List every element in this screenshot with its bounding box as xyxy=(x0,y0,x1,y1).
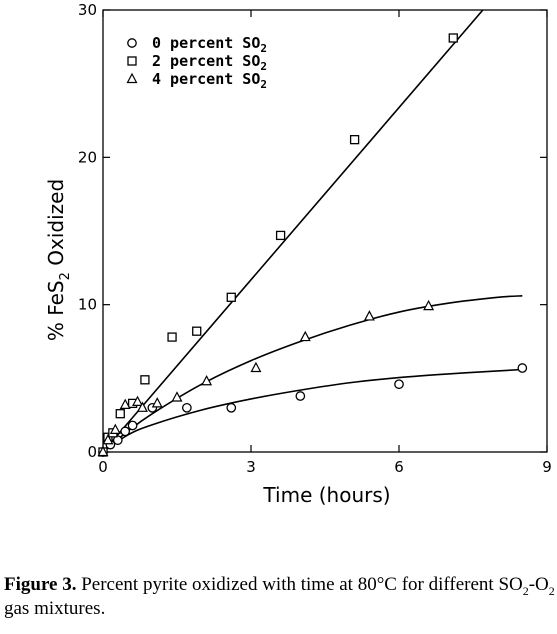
data-point-triangle xyxy=(299,330,311,342)
fit-line-square xyxy=(103,10,484,452)
y-axis: 0 10 20 30 xyxy=(78,1,547,461)
y-axis-title-rest: Oxidized xyxy=(44,179,68,272)
caption-text-1: Percent pyrite oxidized with time at 80°… xyxy=(76,574,523,595)
data-point-triangle xyxy=(363,310,375,321)
legend-marker-square xyxy=(127,56,137,66)
data-point-square xyxy=(275,230,286,241)
y-tick-label: 10 xyxy=(78,296,97,314)
caption-text-3: gas mixtures. xyxy=(4,598,106,619)
data-point-triangle xyxy=(132,395,144,407)
caption-label: Figure 3. xyxy=(4,574,77,595)
data-point-triangle xyxy=(250,361,262,373)
data-point-triangle xyxy=(151,397,163,408)
data-point-circle xyxy=(517,363,528,373)
fit-line-circle xyxy=(103,368,523,452)
data-markers xyxy=(97,33,528,457)
legend-label: 4 percent SO2 xyxy=(152,70,267,91)
data-point-circle xyxy=(182,402,192,413)
caption-sub-2: 2 xyxy=(548,583,555,598)
figure-caption: Figure 3. Percent pyrite oxidized with t… xyxy=(4,573,556,621)
data-point-circle xyxy=(226,402,237,413)
x-tick-label: 9 xyxy=(542,458,552,476)
x-axis-title: Time (hours) xyxy=(262,483,390,507)
data-point-circle xyxy=(127,420,138,431)
fit-lines xyxy=(103,10,523,452)
y-axis-title-sub: 2 xyxy=(58,272,73,280)
caption-sub-1: 2 xyxy=(522,583,529,598)
legend-label: 0 percent SO2 xyxy=(152,34,267,55)
data-point-triangle xyxy=(171,391,183,402)
y-axis-title-main: % FeS xyxy=(44,280,68,341)
data-point-square xyxy=(448,33,458,43)
y-tick-label: 0 xyxy=(87,443,97,461)
data-point-square xyxy=(140,375,150,385)
data-point-triangle xyxy=(423,299,435,311)
caption-text-2: -O xyxy=(528,574,549,595)
data-point-circle xyxy=(394,379,404,390)
fit-line-triangle xyxy=(103,295,523,452)
data-point-circle xyxy=(112,435,123,446)
y-tick-label: 20 xyxy=(78,148,97,166)
legend-label: 2 percent SO2 xyxy=(152,52,267,73)
data-point-triangle xyxy=(201,374,213,386)
data-point-circle xyxy=(295,391,306,401)
legend-marker-triangle xyxy=(126,72,138,84)
data-point-triangle xyxy=(97,445,109,457)
plot-frame xyxy=(102,9,548,453)
data-point-triangle xyxy=(136,401,148,412)
x-tick-label: 3 xyxy=(246,458,256,476)
data-point-square xyxy=(349,135,360,145)
data-point-square xyxy=(167,332,177,342)
data-point-square xyxy=(226,292,236,302)
y-axis-title: % FeS2 Oxidized xyxy=(44,179,73,341)
legend-marker-circle xyxy=(127,38,137,48)
plot-border xyxy=(102,9,548,453)
data-point-triangle xyxy=(109,423,121,434)
data-point-triangle xyxy=(102,433,114,445)
data-point-square xyxy=(192,326,202,336)
x-tick-label: 6 xyxy=(394,458,404,476)
data-point-triangle xyxy=(119,398,131,409)
x-tick-label: 0 xyxy=(98,458,108,476)
data-point-circle xyxy=(120,426,131,437)
y-tick-label: 30 xyxy=(78,1,97,19)
data-point-square xyxy=(115,409,125,419)
